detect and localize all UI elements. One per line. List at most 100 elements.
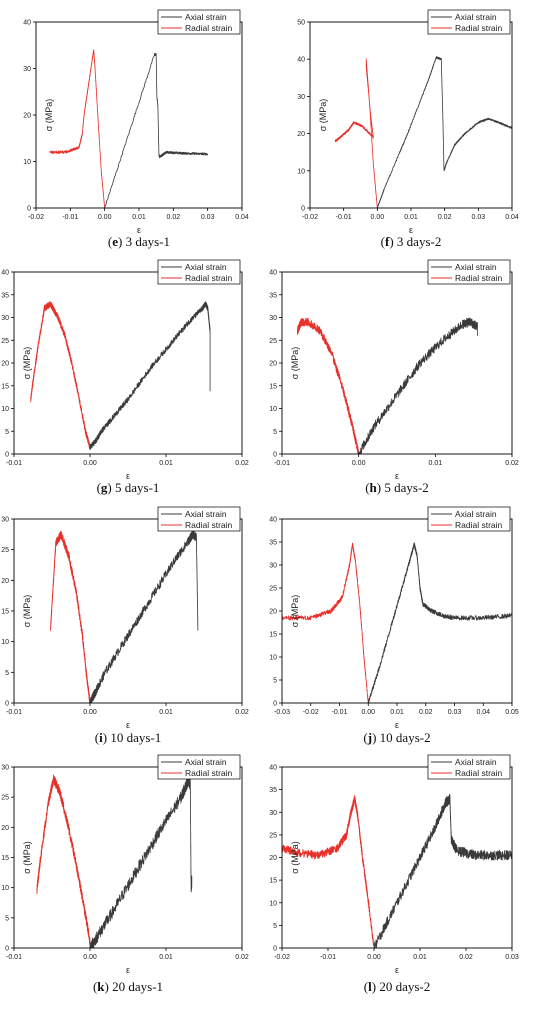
x-axis-label: ε <box>409 225 413 235</box>
caption-text: 20 days-1 <box>112 979 163 994</box>
caption-letter: h <box>370 480 378 495</box>
x-tick-label: -0.01 <box>332 709 348 716</box>
y-axis-label: σ (MPa) <box>290 347 300 380</box>
radial-strain-series <box>334 58 378 208</box>
y-tick-label: 5 <box>273 429 277 436</box>
legend-box <box>427 259 511 285</box>
legend-box <box>157 754 241 780</box>
y-tick-label: 30 <box>269 315 277 322</box>
y-tick-label: 50 <box>297 20 305 27</box>
stress-strain-panel: -0.02 -0.01 0.00 0.01 0.02 0.03 0.04 0 10 20 30 40 5… <box>297 9 519 249</box>
legend-radial-label: Radial strain <box>185 520 233 530</box>
y-tick-label: 35 <box>269 540 277 547</box>
x-tick-label: -0.02 <box>303 709 319 716</box>
caption-close-paren: ) <box>389 234 397 249</box>
caption-text: 3 days-1 <box>126 234 170 249</box>
x-tick-label: 0.03 <box>472 214 486 221</box>
stress-strain-panel: -0.01 0.00 0.01 0.02 0 5 10 15 20 25 30 ε σ (MPa) Axi… <box>1 754 249 994</box>
y-tick-label: 20 <box>1 578 9 585</box>
y-tick-label: 40 <box>269 765 277 772</box>
legend-axial-label: Axial strain <box>185 509 227 519</box>
y-tick-label: 15 <box>269 632 277 639</box>
caption-text: 10 days-2 <box>380 730 431 745</box>
x-tick-label: 0.00 <box>371 214 385 221</box>
plot-frame <box>281 518 513 704</box>
y-tick-label: 15 <box>1 855 9 862</box>
y-tick-label: 10 <box>269 655 277 662</box>
y-tick-label: 15 <box>269 383 277 390</box>
y-tick-label: 10 <box>1 885 9 892</box>
radial-strain-series <box>282 542 369 703</box>
x-tick-label: -0.01 <box>6 460 22 467</box>
caption-open-paren: ( <box>363 730 367 745</box>
y-tick-label: 25 <box>1 338 9 345</box>
y-tick-label: 40 <box>23 20 31 27</box>
caption-open-paren: ( <box>97 480 101 495</box>
panel-caption: (f) 3 days-2 <box>381 234 442 249</box>
y-tick-label: 5 <box>273 678 277 685</box>
plot-frame <box>281 271 513 455</box>
y-tick-label: 0 <box>5 701 9 708</box>
x-tick-label: 0.03 <box>505 954 519 961</box>
caption-close-paren: ) <box>105 979 113 994</box>
y-tick-label: 20 <box>269 361 277 368</box>
y-tick-label: 5 <box>5 670 9 677</box>
y-tick-label: 40 <box>269 270 277 277</box>
y-tick-label: 20 <box>297 131 305 138</box>
y-tick-label: 25 <box>269 338 277 345</box>
caption-open-paren: ( <box>365 480 369 495</box>
y-tick-label: 40 <box>269 517 277 524</box>
x-tick-label: -0.01 <box>62 214 78 221</box>
y-tick-label: 40 <box>1 270 9 277</box>
caption-close-paren: ) <box>103 730 111 745</box>
y-tick-label: 10 <box>269 900 277 907</box>
x-tick-label: 0.04 <box>476 709 490 716</box>
caption-close-paren: ) <box>372 979 380 994</box>
y-tick-label: 0 <box>5 452 9 459</box>
y-tick-label: 20 <box>1 361 9 368</box>
caption-open-paren: ( <box>95 730 99 745</box>
x-tick-label: 0.00 <box>83 460 97 467</box>
y-tick-label: 20 <box>1 825 9 832</box>
y-tick-label: 0 <box>301 206 305 213</box>
x-tick-label: -0.02 <box>302 214 318 221</box>
plot-frame <box>13 271 243 455</box>
y-tick-label: 10 <box>269 406 277 413</box>
y-tick-label: 25 <box>1 795 9 802</box>
y-tick-label: 25 <box>1 547 9 554</box>
plot-frame <box>13 518 243 704</box>
stress-strain-panel: -0.01 0.00 0.01 0.02 0 5 10 15 20 25 30 ε σ (MPa) Axi… <box>1 506 249 745</box>
x-tick-label: 0.04 <box>235 214 249 221</box>
legend-box <box>157 506 241 532</box>
x-tick-label: -0.01 <box>274 460 290 467</box>
y-tick-label: 35 <box>269 292 277 299</box>
caption-open-paren: ( <box>93 979 97 994</box>
legend-radial-label: Radial strain <box>185 23 233 33</box>
x-tick-label: 0.04 <box>505 214 519 221</box>
axial-strain-series <box>377 56 512 208</box>
x-tick-label: -0.01 <box>6 709 22 716</box>
y-tick-label: 20 <box>269 855 277 862</box>
y-tick-label: 10 <box>23 159 31 166</box>
caption-text: 20 days-2 <box>379 979 430 994</box>
x-tick-label: 0.03 <box>448 709 462 716</box>
legend-box <box>157 9 241 35</box>
caption-text: 5 days-1 <box>115 480 159 495</box>
y-tick-label: 20 <box>269 609 277 616</box>
legend-box <box>157 259 241 285</box>
x-tick-label: 0.00 <box>367 954 381 961</box>
legend-radial-label: Radial strain <box>185 273 233 283</box>
radial-strain-series <box>49 49 106 208</box>
stress-strain-panel: -0.03 -0.02 -0.01 0.00 0.01 0.02 0.03 0.04 0.05 0… <box>269 506 519 745</box>
y-tick-label: 10 <box>1 639 9 646</box>
panel-caption: (g) 5 days-1 <box>97 480 160 495</box>
legend-radial-label: Radial strain <box>455 768 503 778</box>
caption-letter: k <box>97 979 105 994</box>
x-tick-label: 0.01 <box>404 214 418 221</box>
legend-axial-label: Axial strain <box>455 509 497 519</box>
legend-radial-label: Radial strain <box>455 23 503 33</box>
axial-strain-series <box>358 317 478 454</box>
x-tick-label: 0.02 <box>235 460 249 467</box>
